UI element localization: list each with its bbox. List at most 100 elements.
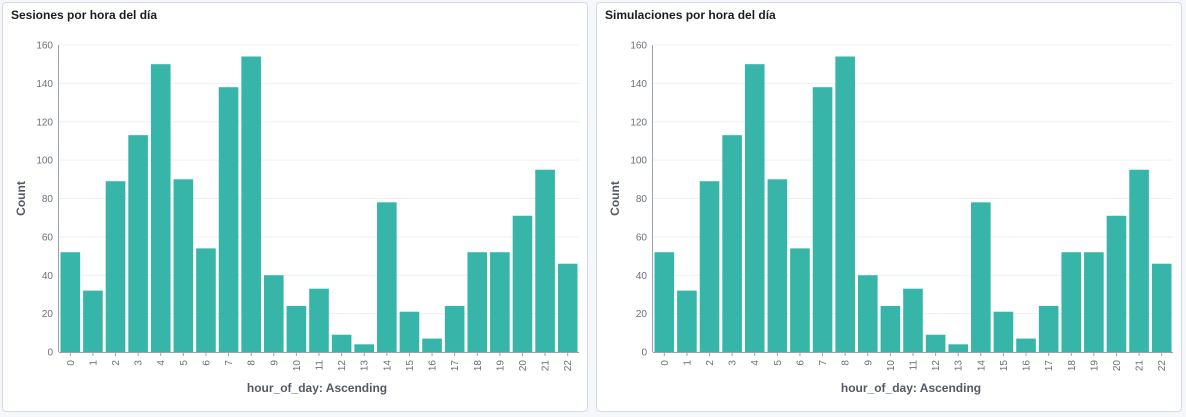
bar[interactable] [948, 344, 969, 352]
x-tick-label: 2 [111, 360, 122, 366]
x-tick-label: 11 [909, 360, 920, 371]
x-tick-label: 19 [495, 360, 506, 372]
x-tick-label: 21 [1135, 360, 1146, 372]
x-tick-label: 2 [705, 360, 716, 366]
y-tick-label: 140 [630, 79, 647, 90]
x-tick-label: 18 [473, 360, 484, 372]
x-tick-label: 12 [337, 360, 348, 372]
bar[interactable] [744, 64, 765, 352]
x-tick-label: 5 [179, 360, 190, 366]
bar[interactable] [422, 338, 442, 352]
chart-panel-simulations: Simulaciones por hora del día 0 20 40 60 80 1… [596, 2, 1182, 412]
bar[interactable] [1106, 215, 1127, 352]
x-tick-label: 16 [1022, 360, 1033, 372]
x-tick-label: 8 [841, 360, 852, 366]
bar[interactable] [1038, 305, 1059, 352]
y-tick-label: 120 [36, 117, 53, 128]
y-tick-label: 40 [42, 271, 54, 282]
bar[interactable] [767, 179, 788, 352]
bar[interactable] [699, 181, 720, 352]
x-tick-label: 7 [818, 360, 829, 366]
bar[interactable] [925, 334, 946, 352]
x-tick-label: 0 [660, 360, 671, 366]
bar[interactable] [790, 248, 810, 352]
x-tick-label: 3 [134, 360, 145, 366]
bar[interactable] [880, 305, 901, 352]
x-tick-label: 1 [88, 360, 99, 366]
y-tick-label: 160 [630, 41, 647, 52]
bar[interactable] [173, 179, 194, 352]
bar[interactable] [60, 252, 81, 352]
x-tick-label: 22 [1157, 360, 1168, 372]
bar[interactable] [1016, 338, 1036, 352]
bar[interactable] [512, 215, 533, 352]
y-tick-label: 80 [636, 194, 648, 205]
y-tick-label: 80 [42, 194, 54, 205]
bar[interactable] [903, 288, 923, 352]
bar[interactable] [309, 288, 329, 352]
x-tick-label: 6 [795, 360, 806, 366]
bar[interactable] [857, 275, 878, 352]
bar[interactable] [722, 135, 742, 352]
bar[interactable] [105, 181, 126, 352]
bar[interactable] [1129, 169, 1149, 352]
bar[interactable] [1151, 263, 1172, 352]
x-tick-label: 17 [1044, 360, 1055, 372]
x-tick-label: 21 [541, 360, 552, 372]
bar[interactable] [150, 64, 171, 352]
x-tick-label: 13 [360, 360, 371, 372]
y-tick-label: 60 [636, 232, 648, 243]
bar[interactable] [196, 248, 216, 352]
y-tick-label: 0 [641, 348, 647, 359]
y-tick-label: 0 [47, 348, 53, 359]
bar[interactable] [377, 202, 397, 352]
x-tick-label: 14 [976, 360, 987, 372]
bar[interactable] [128, 135, 148, 352]
bar[interactable] [444, 305, 465, 352]
x-tick-label: 10 [886, 360, 897, 372]
bar[interactable] [835, 56, 855, 352]
bar[interactable] [557, 263, 578, 352]
y-tick-label: 140 [36, 79, 53, 90]
bar[interactable] [677, 290, 697, 352]
y-axis-title: Count [14, 181, 28, 216]
x-tick-label: 14 [382, 360, 393, 372]
bar[interactable] [535, 169, 555, 352]
bar[interactable] [654, 252, 675, 352]
bar[interactable] [83, 290, 103, 352]
bar[interactable] [399, 311, 420, 352]
x-tick-label: 6 [201, 360, 212, 366]
bar[interactable] [331, 334, 352, 352]
bar[interactable] [490, 252, 510, 352]
x-axis-title: hour_of_day: Ascending [841, 381, 981, 395]
bar[interactable] [812, 87, 833, 353]
x-tick-label: 9 [269, 360, 280, 366]
x-tick-label: 4 [750, 360, 761, 366]
bar[interactable] [467, 252, 488, 352]
x-tick-label: 0 [66, 360, 77, 366]
y-tick-label: 20 [42, 309, 54, 320]
y-tick-label: 160 [36, 41, 53, 52]
x-tick-label: 5 [773, 360, 784, 366]
x-tick-label: 11 [315, 360, 326, 371]
x-tick-label: 20 [1112, 360, 1123, 372]
bar[interactable] [1084, 252, 1104, 352]
x-tick-label: 15 [999, 360, 1010, 372]
bar[interactable] [354, 344, 375, 352]
panel-title: Simulaciones por hora del día [605, 8, 776, 22]
bar[interactable] [993, 311, 1014, 352]
bar[interactable] [286, 305, 307, 352]
x-tick-label: 1 [682, 360, 693, 366]
x-tick-label: 22 [563, 360, 574, 372]
x-tick-label: 8 [247, 360, 258, 366]
y-tick-label: 60 [42, 232, 54, 243]
bar[interactable] [1061, 252, 1082, 352]
x-tick-label: 3 [728, 360, 739, 366]
bar[interactable] [971, 202, 991, 352]
bar[interactable] [218, 87, 239, 353]
bar[interactable] [241, 56, 261, 352]
bar[interactable] [263, 275, 284, 352]
x-axis-title: hour_of_day: Ascending [247, 381, 387, 395]
